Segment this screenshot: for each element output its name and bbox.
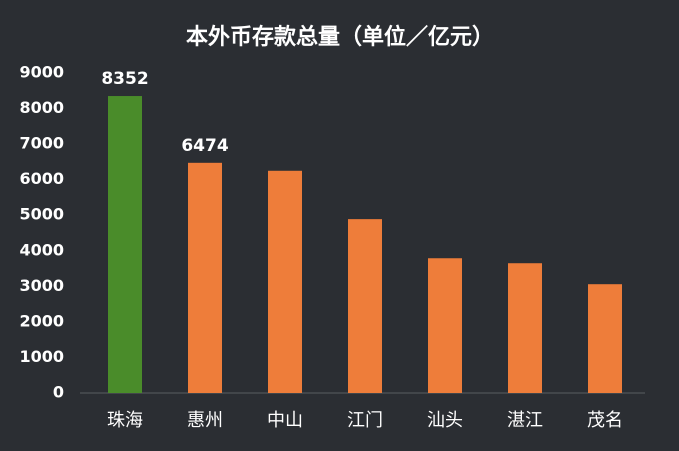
bar [108, 96, 142, 393]
bar [188, 162, 222, 393]
chart-title: 本外币存款总量（单位／亿元） [186, 24, 494, 50]
y-tick-label: 0 [53, 383, 64, 402]
x-tick-label: 中山 [267, 410, 303, 431]
bar [508, 263, 542, 393]
x-tick-label: 惠州 [187, 410, 223, 431]
y-tick-label: 8000 [19, 98, 64, 117]
x-tick-label: 江门 [347, 410, 383, 431]
y-tick-label: 1000 [19, 347, 64, 366]
bar [268, 170, 302, 393]
y-tick-label: 3000 [19, 276, 64, 295]
bar [588, 284, 622, 393]
y-tick-label: 6000 [19, 169, 64, 188]
bar [428, 258, 462, 393]
y-tick-label: 7000 [19, 134, 64, 153]
x-tick-label: 湛江 [507, 410, 543, 431]
x-tick-label: 汕头 [427, 410, 463, 431]
y-tick-label: 4000 [19, 240, 64, 259]
x-tick-label: 茂名 [587, 410, 623, 431]
bar [348, 219, 382, 393]
value-label: 8352 [101, 69, 148, 89]
value-label: 6474 [181, 136, 228, 156]
x-tick-label: 珠海 [107, 410, 143, 431]
y-tick-label: 5000 [19, 205, 64, 224]
y-tick-label: 9000 [19, 63, 64, 82]
y-tick-label: 2000 [19, 311, 64, 330]
